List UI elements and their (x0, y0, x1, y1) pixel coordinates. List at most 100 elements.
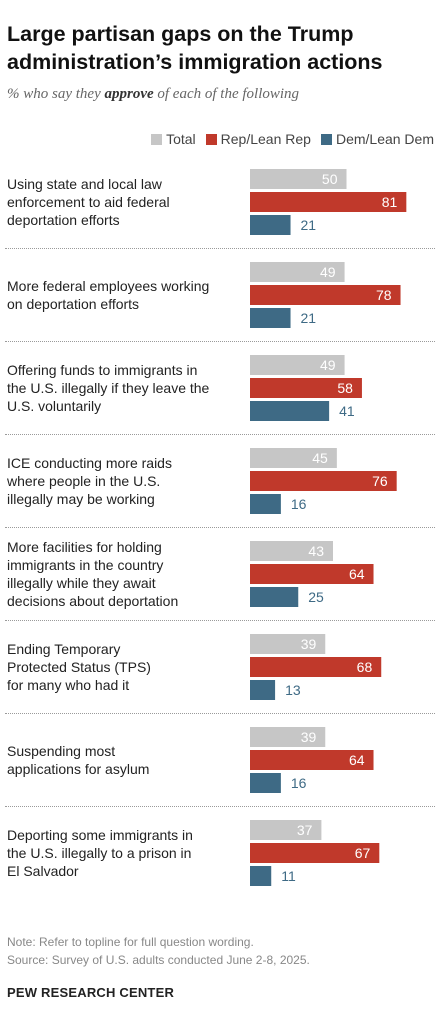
bar-total (250, 820, 322, 840)
bar-dem (250, 308, 291, 328)
bar-value-label: 43 (308, 543, 324, 559)
category-label-line: Protected Status (TPS) (7, 659, 151, 675)
category-label-line: deportation efforts (7, 212, 120, 228)
bar-value-label: 64 (349, 566, 365, 582)
bar-value-label: 11 (281, 868, 296, 884)
category-label-line: Offering funds to immigrants in (7, 362, 198, 378)
bar-dem (250, 680, 276, 700)
row-divider (5, 341, 435, 342)
row-divider (5, 434, 435, 435)
bar-value-label: 13 (285, 682, 301, 698)
category-label-line: decisions about deportation (7, 593, 179, 609)
legend-swatch-dem (320, 133, 332, 145)
bar-value-label: 16 (291, 775, 307, 791)
category-label-line: Suspending most (7, 743, 116, 759)
bar-value-label: 58 (337, 380, 353, 396)
bar-value-label: 39 (301, 729, 317, 745)
category-label-line: enforcement to aid federal (7, 194, 170, 210)
category-label-line: the U.S. illegally to a prison in (7, 845, 192, 861)
bar-dem (250, 866, 272, 886)
legend-item-dem: Dem/Lean Dem (320, 131, 434, 147)
bar-value-label: 45 (312, 450, 328, 466)
bar-value-label: 67 (355, 845, 371, 861)
category-label: Ending Temporary Protected Status (TPS) fo… (7, 640, 239, 694)
category-label-line: U.S. voluntarily (7, 398, 102, 414)
category-label-line: the U.S. illegally if they leave the (7, 380, 210, 396)
category-label-line: immigrants in the country (7, 557, 164, 573)
bar-dem (250, 494, 281, 514)
bar-value-label: 78 (376, 287, 392, 303)
bar-value-label: 37 (297, 822, 313, 838)
bar-total (250, 634, 326, 654)
category-label-line: for many who had it (7, 677, 130, 693)
category-label: Deporting some immigrants in the U.S. ill… (7, 826, 239, 880)
bar-value-label: 49 (320, 264, 336, 280)
subtitle-emphasis: approve (104, 86, 154, 102)
bar-value-label: 25 (308, 589, 324, 605)
bar-total (250, 727, 326, 747)
bar-rep (250, 285, 401, 305)
bar-dem (250, 401, 330, 421)
legend: Total Rep/Lean Rep Dem/Lean Dem (151, 131, 434, 147)
bar-total (250, 355, 345, 375)
row-divider (5, 713, 435, 714)
bar-rep (250, 378, 362, 398)
legend-swatch-total (151, 133, 163, 145)
bar-total (250, 169, 347, 189)
category-label-line: illegally while they await (7, 575, 156, 591)
bar-total (250, 262, 345, 282)
org-name: PEW RESEARCH CENTER (7, 985, 175, 1000)
bar-total (250, 448, 337, 468)
legend-label-rep: Rep/Lean Rep (220, 131, 311, 147)
category-label: Suspending most applications for asylum (7, 742, 239, 778)
bar-value-label: 64 (349, 752, 365, 768)
category-label-line: El Salvador (7, 863, 79, 879)
category-label: More federal employees working on deporta… (7, 277, 239, 313)
category-label-line: where people in the U.S. (7, 473, 161, 489)
category-label-line: on deportation efforts (7, 296, 140, 312)
category-label: Offering funds to immigrants in the U.S. … (7, 361, 239, 415)
category-label-line: Using state and local law (7, 176, 162, 192)
legend-item-total: Total (151, 131, 196, 147)
bar-rep (250, 843, 380, 863)
chart-title: Large partisan gaps on the Trump adminis… (7, 22, 383, 74)
category-label-line: Deporting some immigrants in (7, 827, 193, 843)
subtitle-suffix: of each of the following (153, 86, 300, 102)
category-label-line: illegally may be working (7, 491, 155, 507)
bar-rep (250, 192, 407, 212)
category-label: More facilities for holding immigrants in… (7, 538, 239, 610)
category-label-line: More federal employees working (7, 278, 210, 294)
bar-rep (250, 471, 397, 491)
chart-subtitle: % who say they approve of each of the fo… (7, 86, 299, 103)
bar-value-label: 68 (357, 659, 373, 675)
bar-dem (250, 215, 291, 235)
bar-value-label: 21 (301, 217, 317, 233)
bar-value-label: 39 (301, 636, 317, 652)
legend-label-total: Total (166, 131, 196, 147)
bar-dem (250, 587, 299, 607)
legend-label-dem: Dem/Lean Dem (335, 131, 434, 147)
category-label-line: ICE conducting more raids (7, 455, 172, 471)
row-divider (5, 248, 435, 249)
category-label: Using state and local law enforcement to … (7, 175, 239, 229)
bar-value-label: 49 (320, 357, 336, 373)
note-text: Note: Refer to topline for full question… (7, 935, 254, 949)
bar-value-label: 41 (339, 403, 355, 419)
category-label-line: More facilities for holding (7, 539, 162, 555)
row-divider (5, 527, 435, 528)
legend-item-rep: Rep/Lean Rep (205, 131, 311, 147)
category-label-line: applications for asylum (7, 761, 150, 777)
bar-total (250, 541, 333, 561)
bar-rep (250, 750, 374, 770)
source-text: Source: Survey of U.S. adults conducted … (7, 953, 310, 967)
bar-value-label: 21 (301, 310, 317, 326)
row-divider (5, 620, 435, 621)
bar-value-label: 16 (291, 496, 307, 512)
subtitle-prefix: % who say they (7, 86, 105, 102)
bar-rep (250, 657, 382, 677)
category-label-line: Ending Temporary (7, 641, 121, 657)
category-label: ICE conducting more raids where people in… (7, 454, 239, 508)
bar-value-label: 50 (322, 171, 338, 187)
bar-dem (250, 773, 281, 793)
